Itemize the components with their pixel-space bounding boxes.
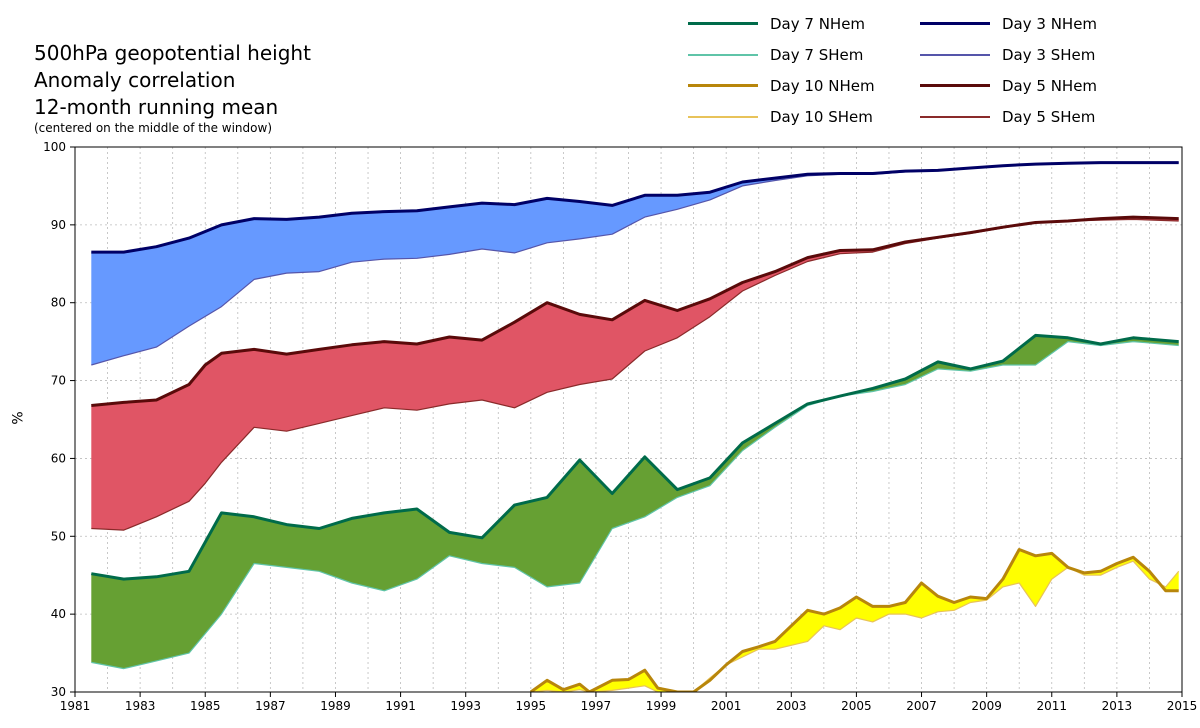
series-line-day-3-nhem xyxy=(91,161,1179,254)
legend-item-day5-shem: Day 5 SHem xyxy=(920,101,1095,132)
chart-subtitle-1: Anomaly correlation xyxy=(34,68,236,92)
axes: 1981 1983 1985 1987 1989 1991 1993 1995 1997 1999… xyxy=(43,140,1197,713)
band-fill-day-5 xyxy=(91,217,1179,531)
legend-swatch-day5-shem xyxy=(920,115,990,118)
legend-label-day10-shem: Day 10 SHem xyxy=(770,107,873,126)
y-tick-label-30: 30 xyxy=(51,685,66,699)
y-tick-label-100: 100 xyxy=(43,140,66,154)
series-line-day-10-shem xyxy=(530,560,1180,692)
x-tick-label-2007: 2007 xyxy=(906,699,937,713)
y-tick-label-50: 50 xyxy=(51,529,66,543)
x-tick-label-1985: 1985 xyxy=(190,699,221,713)
x-tick-label-1993: 1993 xyxy=(450,699,481,713)
legend-label-day5-shem: Day 5 SHem xyxy=(1002,107,1096,126)
legend-swatch-day3-shem xyxy=(920,53,990,56)
legend-swatch-day7-shem xyxy=(688,53,758,56)
legend-label-day7-shem: Day 7 SHem xyxy=(770,45,864,64)
x-tick-label-2003: 2003 xyxy=(776,699,807,713)
legend-label-day10-nhem: Day 10 NHem xyxy=(770,76,875,95)
y-tick-label-40: 40 xyxy=(51,607,66,621)
legend-item-day7-nhem: Day 7 NHem xyxy=(688,8,865,39)
y-tick-label-80: 80 xyxy=(51,296,66,310)
x-tick-label-1991: 1991 xyxy=(385,699,416,713)
x-tick-label-1981: 1981 xyxy=(60,699,91,713)
series-line-day-10-nhem xyxy=(529,548,1179,692)
legend-item-day7-shem: Day 7 SHem xyxy=(688,39,863,70)
chart-title-block: 500hPa geopotential height Anomaly corre… xyxy=(34,40,311,136)
legend: Day 7 NHem Day 7 SHem Day 10 NHem Day 10… xyxy=(688,8,1168,132)
series-line-day-5-nhem xyxy=(91,215,1179,407)
legend-item-day3-shem: Day 3 SHem xyxy=(920,39,1095,70)
series-lines xyxy=(91,161,1180,692)
chart-subtitle-2: 12-month running mean xyxy=(34,95,279,119)
legend-swatch-day10-nhem xyxy=(688,84,758,87)
x-tick-label-1983: 1983 xyxy=(125,699,156,713)
chart-title: 500hPa geopotential height xyxy=(34,41,311,65)
y-tick-label-90: 90 xyxy=(51,218,66,232)
x-tick-label-1999: 1999 xyxy=(646,699,677,713)
series-line-day-7-shem xyxy=(91,341,1179,670)
x-tick-label-2009: 2009 xyxy=(971,699,1002,713)
x-tick-label-2001: 2001 xyxy=(711,699,742,713)
legend-label-day3-shem: Day 3 SHem xyxy=(1002,45,1096,64)
x-tick-label-2015: 2015 xyxy=(1167,699,1198,713)
legend-swatch-day10-shem xyxy=(688,115,758,118)
legend-item-day10-shem: Day 10 SHem xyxy=(688,101,873,132)
x-tick-label-2005: 2005 xyxy=(841,699,872,713)
legend-swatch-day7-nhem xyxy=(688,22,758,25)
x-tick-label-1997: 1997 xyxy=(581,699,612,713)
x-tick-label-1989: 1989 xyxy=(320,699,351,713)
legend-item-day5-nhem: Day 5 NHem xyxy=(920,70,1097,101)
plot-frame xyxy=(74,146,1183,693)
legend-label-day3-nhem: Day 3 NHem xyxy=(1002,14,1098,33)
x-tick-label-1995: 1995 xyxy=(516,699,547,713)
x-tick-label-1987: 1987 xyxy=(255,699,286,713)
x-tick-label-2011: 2011 xyxy=(1036,699,1067,713)
legend-swatch-day5-nhem xyxy=(920,84,990,87)
legend-item-day3-nhem: Day 3 NHem xyxy=(920,8,1097,39)
series-line-day-7-nhem xyxy=(91,333,1179,581)
y-tick-label-70: 70 xyxy=(51,374,66,388)
x-tick-label-2013: 2013 xyxy=(1102,699,1133,713)
y-tick-label-60: 60 xyxy=(51,451,66,465)
legend-item-day10-nhem: Day 10 NHem xyxy=(688,70,875,101)
chart-note: (centered on the middle of the window) xyxy=(34,121,272,135)
legend-label-day5-nhem: Day 5 NHem xyxy=(1002,76,1098,95)
legend-label-day7-nhem: Day 7 NHem xyxy=(770,14,866,33)
legend-swatch-day3-nhem xyxy=(920,22,990,25)
